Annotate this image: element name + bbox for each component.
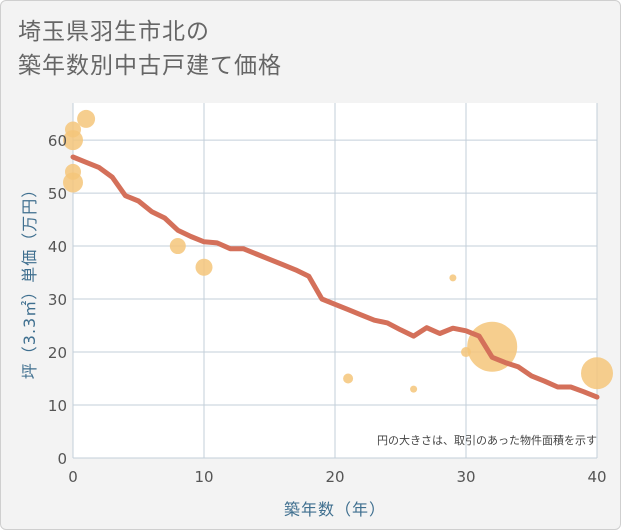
bubble-12 [581, 357, 613, 390]
trend-line [70, 154, 600, 400]
bubble-3 [63, 172, 83, 193]
x-tick-label-2: 20 [325, 468, 344, 486]
bubble-9 [449, 274, 457, 282]
x-tick-label-0: 0 [68, 468, 78, 486]
x-axis-title: 築年数（年） [284, 500, 386, 519]
y-tick-label-1: 10 [48, 397, 67, 415]
y-tick-label-5: 50 [48, 185, 67, 203]
x-tick-label-1: 10 [194, 468, 213, 486]
bubble-5 [169, 238, 186, 255]
y-tick-label-6: 60 [48, 132, 67, 150]
y-axis-title: 坪（3.3㎡）単価（万円） [20, 181, 39, 379]
bubble-7 [343, 373, 354, 384]
y-tick-label-0: 0 [57, 450, 67, 468]
axis-ticks: 0 10 20 30 40 0 10 20 30 40 50 60 [48, 132, 607, 486]
bubble-4 [77, 109, 96, 128]
bubble-series [63, 109, 613, 393]
chart-title: 埼玉県羽生市北の 築年数別中古戸建て価格 [18, 15, 282, 83]
bubble-6 [195, 258, 213, 276]
chart-title-line1: 埼玉県羽生市北の [18, 19, 210, 45]
bubble-size-note: 円の大きさは、取引のあった物件面積を示す [377, 433, 597, 447]
bubble-8 [410, 385, 418, 393]
y-tick-label-3: 30 [48, 291, 67, 309]
bubble-1 [63, 130, 83, 151]
y-tick-label-4: 40 [48, 238, 67, 256]
trend-series [70, 154, 600, 400]
x-tick-label-4: 40 [587, 468, 606, 486]
x-tick-label-3: 30 [456, 468, 475, 486]
y-tick-label-2: 20 [48, 344, 67, 362]
chart-title-line2: 築年数別中古戸建て価格 [18, 53, 282, 79]
